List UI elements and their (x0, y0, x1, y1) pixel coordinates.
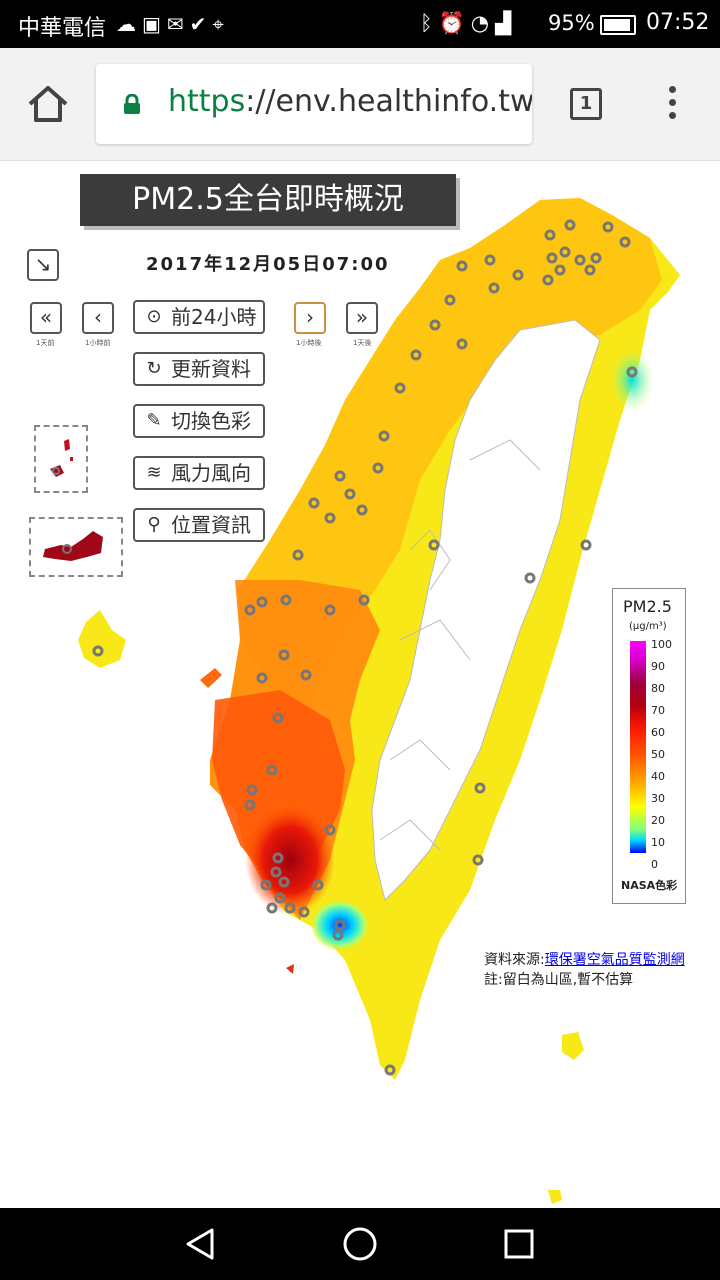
lock-icon (124, 94, 140, 114)
day-forward-button[interactable]: » (346, 302, 378, 334)
double-chevron-left-icon: « (39, 305, 53, 329)
day-forward-caption: 1天後 (353, 339, 372, 347)
legend-tick: 80 (651, 682, 665, 695)
matsu-inset-map[interactable] (34, 425, 88, 493)
overflow-menu-icon[interactable] (664, 86, 680, 122)
prev-24h-button[interactable]: ⊙ 前24小時 (133, 300, 265, 334)
refresh-data-button[interactable]: ↻ 更新資料 (133, 352, 265, 386)
matsu-islands (50, 439, 73, 477)
legend-tick: 100 (651, 638, 672, 651)
address-bar[interactable]: https://env.healthinfo.tw/ (96, 64, 532, 144)
chevron-left-icon: ‹ (94, 305, 102, 329)
notification-icons: ☁▣✉✔⌖ (116, 12, 230, 36)
clock: 07:52 (646, 10, 710, 35)
mountain-blank-area (371, 319, 601, 901)
back-icon[interactable] (182, 1226, 218, 1262)
location-pin-icon: ⚲ (147, 514, 161, 535)
tab-switcher-button[interactable]: 1 (570, 88, 602, 120)
wind-icon: ≋ (146, 462, 162, 483)
brush-icon: ✎ (146, 410, 162, 431)
system-nav-bar (0, 1208, 720, 1280)
day-back-caption: 1天前 (36, 339, 55, 347)
hour-forward-button[interactable]: › (294, 302, 326, 334)
legend-tick: 20 (651, 814, 665, 827)
legend-color-bar (630, 641, 646, 853)
collapse-panel-button[interactable]: ↘ (27, 249, 59, 281)
system-icons: ᛒ⏰◔▟ (420, 11, 517, 36)
data-datetime: 2017年12月05日07:00 (146, 254, 390, 275)
home-icon[interactable] (26, 84, 70, 124)
gmail-icon: ▣ (142, 12, 167, 36)
kinmen-islands (43, 531, 103, 561)
legend-tick: 60 (651, 726, 665, 739)
legend-tick: 0 (651, 858, 658, 871)
url-text: https://env.healthinfo.tw/ (168, 84, 532, 119)
mountain-note: 註:留白為山區,暫不估算 (484, 972, 634, 988)
legend-tick: 90 (651, 660, 665, 673)
home-nav-icon[interactable] (342, 1226, 378, 1262)
play-circle-icon: ⊙ (146, 306, 162, 327)
hour-back-button[interactable]: ‹ (82, 302, 114, 334)
day-back-button[interactable]: « (30, 302, 62, 334)
switch-color-button[interactable]: ✎ 切換色彩 (133, 404, 265, 438)
legend-tick: 30 (651, 792, 665, 805)
penghu-islands (78, 610, 126, 668)
chevron-right-icon: › (306, 305, 314, 329)
status-bar: 中華電信 ☁▣✉✔⌖ ᛒ⏰◔▟ 95% 07:52 (0, 0, 720, 48)
wifi-icon: ◔ (470, 11, 496, 35)
map-icon: ⌖ (212, 12, 230, 36)
legend-title: PM2.5 (623, 597, 672, 616)
data-source: 資料來源:環保署空氣品質監測網 註:留白為山區,暫不估算 (484, 950, 685, 990)
arrow-down-right-icon: ↘ (34, 252, 52, 276)
battery-percent: 95% (548, 11, 595, 35)
pm25-map (78, 198, 680, 1204)
legend-tick: 40 (651, 770, 665, 783)
refresh-icon: ↻ (146, 358, 162, 379)
signal-icon: ▟ (495, 11, 518, 35)
legend-unit: (μg/m³) (629, 621, 667, 632)
hour-forward-caption: 1小時後 (296, 339, 322, 347)
alarm-icon: ⏰ (438, 11, 471, 35)
battery-icon (600, 15, 636, 35)
double-chevron-right-icon: » (355, 305, 369, 329)
check-icon: ✔ (189, 12, 213, 36)
hour-back-caption: 1小時前 (85, 339, 111, 347)
location-info-button[interactable]: ⚲ 位置資訊 (133, 508, 265, 542)
monitoring-stations (92, 219, 638, 1076)
source-link[interactable]: 環保署空氣品質監測網 (544, 952, 685, 968)
legend-color-scheme: NASA色彩 (621, 879, 678, 892)
page-title: PM2.5全台即時概況 (80, 174, 456, 226)
cloud-icon: ☁ (116, 12, 142, 36)
mail-icon: ✉ (166, 12, 190, 36)
legend-tick: 50 (651, 748, 665, 761)
source-label: 資料來源: (484, 952, 545, 968)
recents-icon[interactable] (503, 1228, 535, 1260)
wind-direction-button[interactable]: ≋ 風力風向 (133, 456, 265, 490)
browser-toolbar: https://env.healthinfo.tw/ 1 (0, 48, 720, 161)
legend-tick: 70 (651, 704, 665, 717)
legend-tick: 10 (651, 836, 665, 849)
pm25-legend: PM2.5 (μg/m³) 100 90 80 70 60 50 40 30 2… (612, 588, 686, 904)
kinmen-inset-map[interactable] (29, 517, 123, 577)
carrier-name: 中華電信 (18, 16, 107, 41)
bluetooth-icon: ᛒ (420, 11, 439, 35)
